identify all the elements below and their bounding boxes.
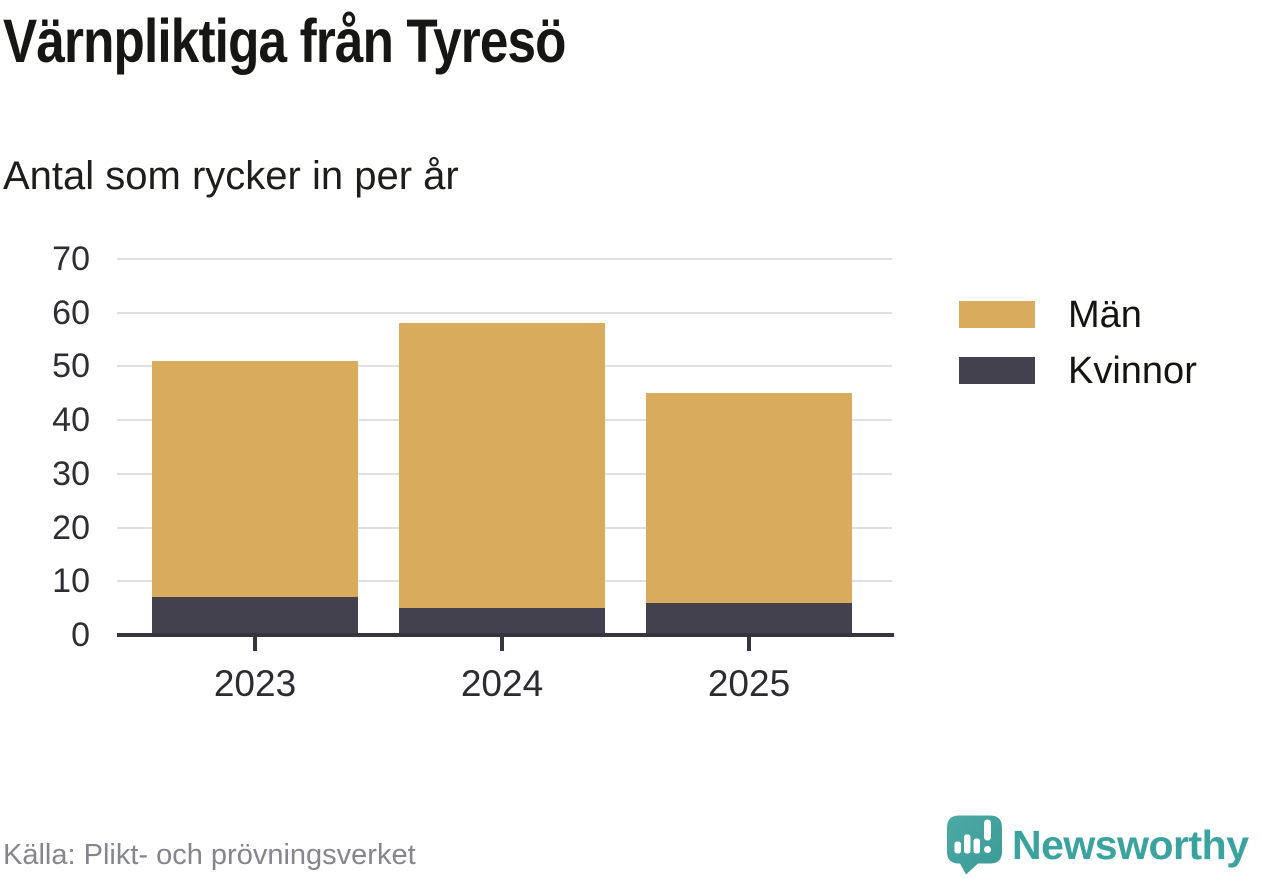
brand-name: Newsworthy bbox=[1012, 822, 1249, 868]
x-axis-tick-label: 2025 bbox=[707, 663, 791, 704]
legend-item-kvinnor: Kvinnor bbox=[959, 352, 1197, 390]
gridline-70 bbox=[117, 258, 892, 260]
y-axis-tick-label: 0 bbox=[71, 616, 90, 654]
x-axis-tick-label: 2023 bbox=[213, 663, 297, 704]
chart-title: Värnpliktiga från Tyresö bbox=[3, 7, 566, 75]
y-axis-tick-label: 30 bbox=[52, 454, 90, 493]
bar-segment-kvinnor-2023 bbox=[152, 597, 358, 635]
y-axis-tick-label: 50 bbox=[52, 347, 90, 386]
x-axis-tick-2023 bbox=[253, 637, 257, 651]
y-axis-tick-label: 10 bbox=[52, 562, 90, 601]
x-axis-line bbox=[117, 633, 894, 637]
y-axis-tick-label: 60 bbox=[52, 293, 90, 332]
legend-label: Kvinnor bbox=[1068, 349, 1197, 392]
x-axis-tick-label: 2024 bbox=[460, 663, 544, 704]
newsworthy-logo[interactable]: Newsworthy bbox=[946, 814, 1249, 876]
y-axis-tick-label: 40 bbox=[52, 401, 90, 440]
x-axis-tick-2025 bbox=[747, 637, 751, 651]
legend-item-män: Män bbox=[959, 296, 1197, 334]
legend-label: Män bbox=[1068, 293, 1142, 336]
speech-bubble-bar-chart-icon bbox=[947, 815, 1002, 875]
y-axis-tick-label: 70 bbox=[52, 240, 90, 278]
source-note: Källa: Plikt- och prövningsverket bbox=[3, 839, 416, 871]
bar-segment-kvinnor-2025 bbox=[646, 602, 852, 635]
chart-legend: Män Kvinnor bbox=[959, 296, 1197, 413]
legend-swatch bbox=[959, 301, 1035, 328]
x-axis-tick-2024 bbox=[500, 637, 504, 651]
bar-segment-man-2024 bbox=[399, 323, 605, 609]
chart-subtitle: Antal som rycker in per år bbox=[3, 154, 459, 198]
bar-segment-man-2023 bbox=[152, 361, 358, 598]
legend-swatch bbox=[959, 357, 1035, 384]
y-axis-tick-label: 20 bbox=[52, 508, 90, 547]
gridline-60 bbox=[117, 311, 892, 314]
bar-segment-kvinnor-2024 bbox=[399, 608, 605, 635]
bar-segment-man-2025 bbox=[646, 393, 852, 603]
